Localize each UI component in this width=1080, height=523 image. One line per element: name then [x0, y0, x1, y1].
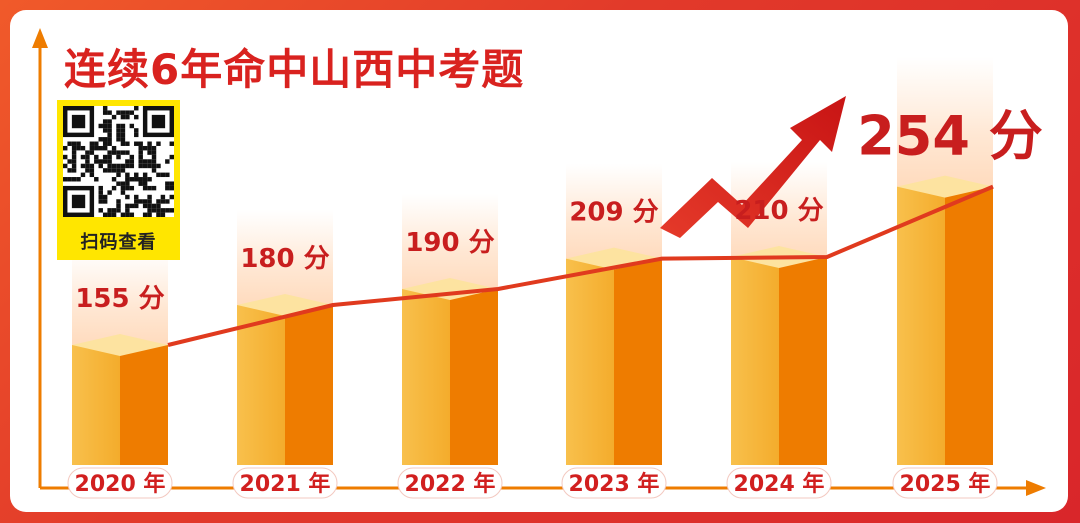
tick-label: 2021 年: [240, 471, 331, 497]
year-pill: [397, 467, 503, 499]
tick-label: 2023 年: [569, 471, 660, 497]
bar-glow: [237, 210, 333, 305]
trend-arrow-icon: [660, 96, 846, 238]
chart-panel: [10, 10, 1068, 512]
bar-glow: [402, 194, 498, 289]
data-label: 190 分: [405, 228, 494, 258]
bar-top: [897, 175, 993, 198]
data-label: 180 分: [240, 244, 329, 274]
bar: [731, 257, 779, 465]
x-axis-arrow-icon: [1026, 480, 1046, 496]
year-pill: [726, 467, 832, 499]
bar-side: [779, 257, 827, 465]
data-label: 155 分: [75, 284, 164, 314]
bar-side: [450, 289, 498, 465]
bar-glow: [566, 163, 662, 259]
bar: [72, 345, 120, 465]
tick-label: 2024 年: [734, 471, 825, 497]
bar-top: [72, 334, 168, 356]
year-pill: [67, 467, 173, 499]
bar-side: [945, 186, 993, 465]
bar-side: [120, 345, 168, 465]
y-axis-arrow-icon: [32, 28, 48, 48]
data-label: 209 分: [569, 198, 658, 228]
year-pill: [232, 467, 338, 499]
bar: [402, 289, 450, 465]
bar: [237, 305, 285, 465]
tick-label: 2025 年: [900, 471, 991, 497]
data-label: 254 分: [857, 105, 1043, 168]
bar-glow: [72, 250, 168, 345]
page-title: 连续6年命中山西中考题: [64, 45, 525, 94]
year-pill: [892, 467, 998, 499]
bar-glow: [897, 56, 993, 187]
bar-side: [285, 305, 333, 465]
qr-code-icon: [63, 106, 174, 217]
bar: [566, 258, 614, 465]
bar-side: [614, 258, 662, 465]
year-pill: [561, 467, 667, 499]
data-label: 210 分: [734, 196, 823, 226]
trend-line: [167, 184, 994, 347]
bar: [897, 186, 945, 465]
qr-caption: 扫码查看: [80, 232, 157, 253]
qr-code-card[interactable]: 扫码查看: [57, 100, 180, 260]
tick-label: 2020 年: [75, 471, 166, 497]
tick-label: 2022 年: [405, 471, 496, 497]
